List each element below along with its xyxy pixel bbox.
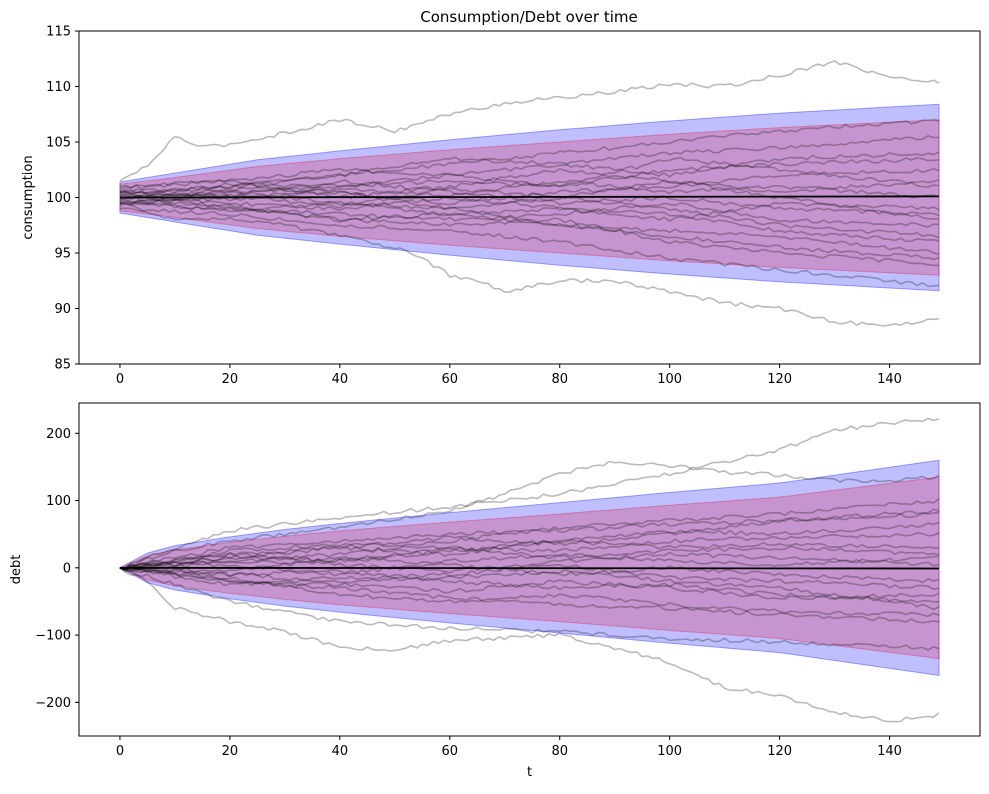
sample-path xyxy=(119,539,940,570)
x-tick-label: 120 xyxy=(767,744,792,759)
sample-path xyxy=(119,151,940,196)
y-tick-label: 100 xyxy=(46,494,71,509)
sample-path xyxy=(119,567,940,600)
sample-path xyxy=(119,460,940,569)
sample-path xyxy=(119,508,940,569)
sample-path xyxy=(119,551,940,574)
sample-path xyxy=(119,156,940,198)
y-tick-label: 100 xyxy=(46,191,71,206)
sample-path xyxy=(119,417,940,569)
sample-path xyxy=(119,521,940,570)
subplot-debt: 0 20 40 60 80 100 120 140 −200 −100 0 100 200 debt t xyxy=(9,402,981,780)
plot-area xyxy=(118,417,940,723)
y-tick-label: 95 xyxy=(54,247,71,262)
y-tick-label: 0 xyxy=(63,561,71,576)
sample-path xyxy=(119,167,940,206)
x-tick-label: 40 xyxy=(332,372,349,387)
y-axis-label: consumption xyxy=(21,155,36,239)
x-tick-label: 80 xyxy=(551,744,568,759)
sample-path xyxy=(119,567,940,723)
sample-path xyxy=(119,201,940,261)
sample-path xyxy=(119,542,940,569)
subplot-consumption: 0 20 40 60 80 100 120 140 85 90 95 100 105 110 115 cons… xyxy=(21,25,981,387)
sample-path xyxy=(119,190,940,223)
y-axis-label: debt xyxy=(9,555,24,585)
x-tick-label: 0 xyxy=(116,744,124,759)
x-tick-label: 80 xyxy=(551,372,568,387)
x-tick-label: 140 xyxy=(877,372,902,387)
y-tick-label: 200 xyxy=(46,427,71,442)
mean-line xyxy=(119,566,940,570)
sample-path xyxy=(119,190,940,239)
sample-path xyxy=(119,168,940,200)
sample-path xyxy=(119,202,940,327)
x-tick-label: 60 xyxy=(442,744,459,759)
plot-area xyxy=(119,60,940,327)
sample-path xyxy=(119,498,940,570)
mean-line xyxy=(119,195,940,199)
sample-path xyxy=(119,200,940,255)
sample-path xyxy=(119,179,940,200)
y-tick-label: 105 xyxy=(46,136,71,151)
sample-path xyxy=(119,60,940,182)
sample-path xyxy=(119,567,940,618)
x-tick-label: 0 xyxy=(116,372,124,387)
sample-path xyxy=(119,511,940,570)
sample-path xyxy=(119,196,940,267)
sample-path xyxy=(119,190,940,228)
y-tick-label: 90 xyxy=(54,302,71,317)
x-tick-label: 20 xyxy=(222,372,239,387)
x-tick-label: 40 xyxy=(332,744,349,759)
sample-path xyxy=(119,179,940,217)
x-tick-label: 60 xyxy=(442,372,459,387)
sample-path xyxy=(119,531,940,570)
sample-path xyxy=(119,566,940,604)
sample-path xyxy=(119,567,940,624)
sample-path xyxy=(119,156,940,199)
x-tick-label: 140 xyxy=(877,744,902,759)
sample-path xyxy=(119,119,940,193)
chart-title: Consumption/Debt over time xyxy=(420,8,637,26)
sample-path xyxy=(119,566,940,611)
y-tick-label: 110 xyxy=(46,80,71,95)
y-tick-label: 85 xyxy=(54,358,71,373)
sample-path xyxy=(119,567,940,651)
x-axis-label: t xyxy=(527,765,532,780)
sample-path xyxy=(119,207,940,288)
x-tick-label: 100 xyxy=(657,372,682,387)
y-tick-label: 115 xyxy=(46,25,71,40)
x-tick-label: 100 xyxy=(657,744,682,759)
sample-path xyxy=(119,193,940,243)
y-tick-label: −200 xyxy=(35,696,71,711)
x-tick-label: 20 xyxy=(222,744,239,759)
x-tick-label: 120 xyxy=(767,372,792,387)
sample-path xyxy=(119,564,940,591)
axes-frame xyxy=(78,402,981,737)
y-tick-label: −100 xyxy=(35,629,71,644)
sample-path xyxy=(119,135,940,189)
sample-path xyxy=(119,552,940,577)
